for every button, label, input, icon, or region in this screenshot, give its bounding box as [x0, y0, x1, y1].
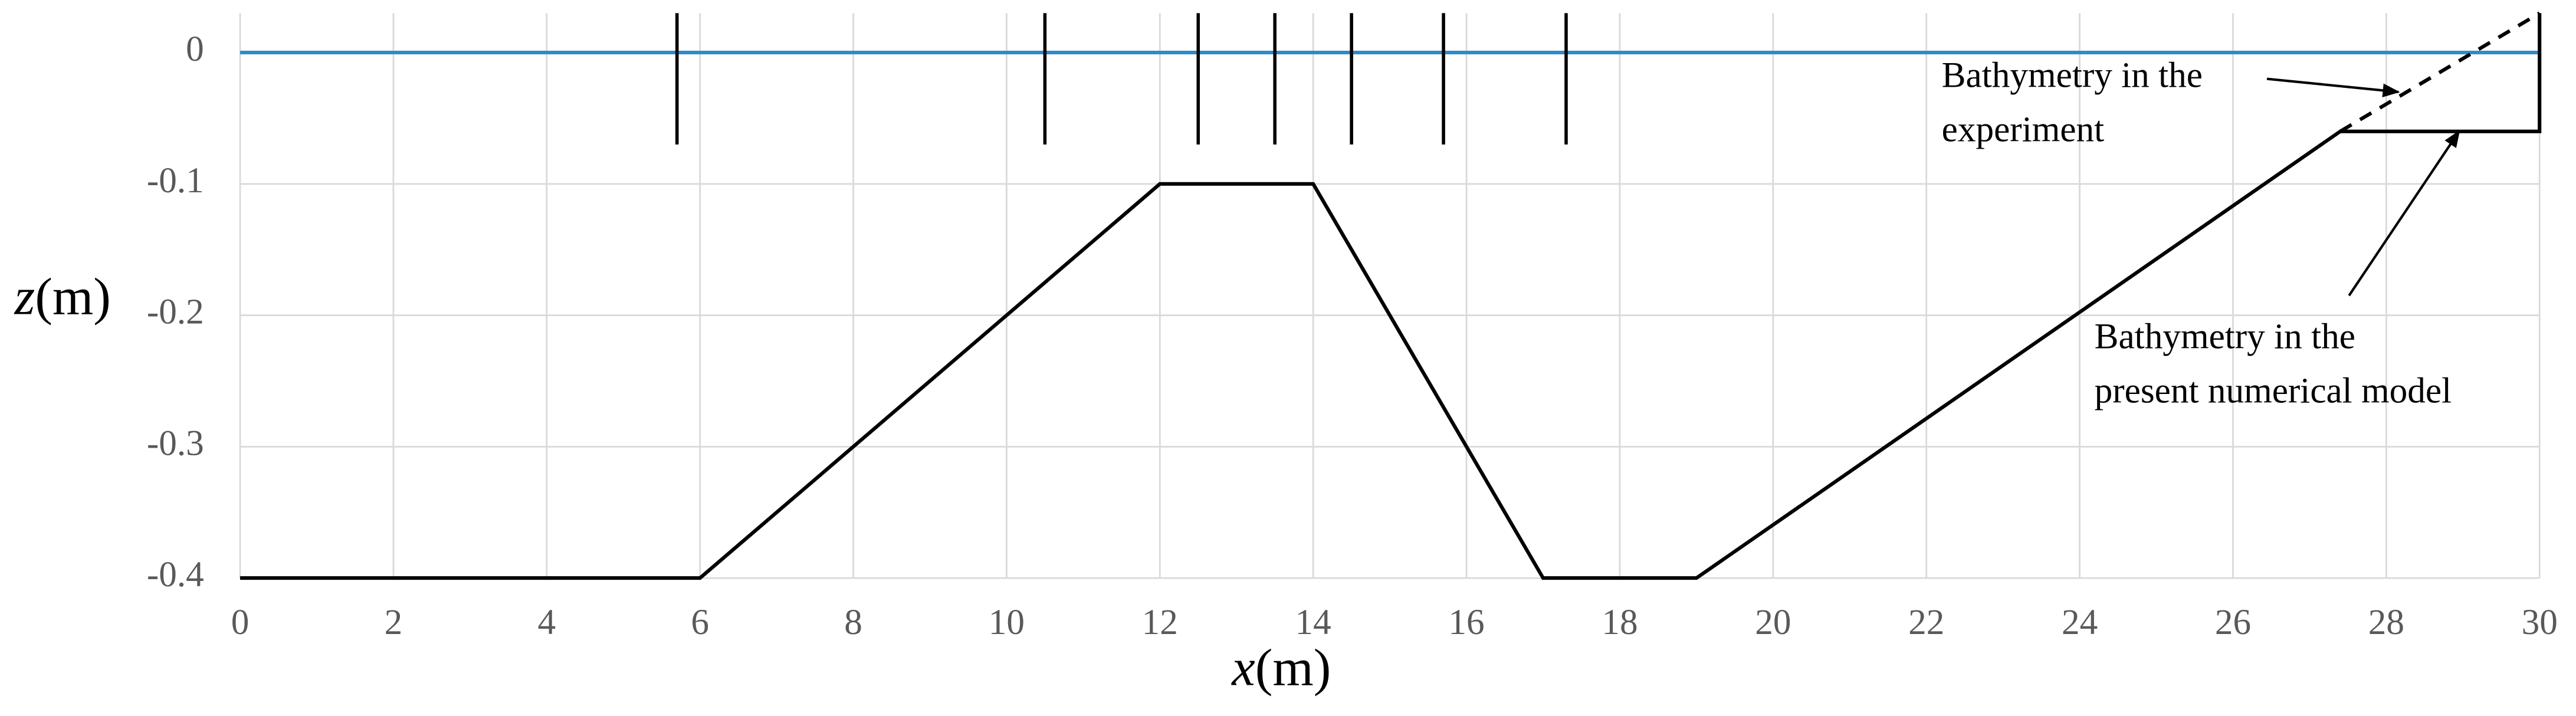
x-axis-label: x(m) — [1230, 639, 1331, 697]
annotation-text: present numerical model — [2095, 370, 2452, 410]
x-tick-label: 4 — [537, 602, 556, 642]
x-tick-label: 30 — [2522, 602, 2558, 642]
y-tick-label: -0.3 — [147, 423, 204, 463]
series-line — [240, 13, 2542, 580]
x-tick-label: 16 — [1448, 602, 1484, 642]
y-tick-label: -0.1 — [147, 160, 204, 201]
y-tick-label: -0.4 — [147, 554, 204, 595]
y-tick-label: -0.2 — [147, 292, 204, 332]
y-label-var: z — [14, 268, 35, 326]
y-tick-label: 0 — [186, 29, 204, 69]
x-tick-label: 6 — [691, 602, 709, 642]
x-tick-label: 22 — [1908, 602, 1944, 642]
x-tick-label: 24 — [2062, 602, 2098, 642]
x-label-var: x — [1230, 639, 1255, 697]
x-tick-label: 10 — [989, 602, 1025, 642]
x-tick-label: 20 — [1755, 602, 1791, 642]
x-tick-label: 18 — [1602, 602, 1638, 642]
annotation-text: Bathymetry in the — [2095, 316, 2355, 356]
x-tick-label: 14 — [1295, 602, 1331, 642]
annotation-arrow — [2266, 77, 2400, 97]
x-tick-label: 2 — [385, 602, 403, 642]
x-tick-label: 28 — [2368, 602, 2404, 642]
annotation-text: Bathymetry in the — [1942, 55, 2203, 96]
x-label-unit: (m) — [1255, 639, 1331, 697]
x-tick-label: 8 — [844, 602, 862, 642]
y-label-unit: (m) — [35, 268, 111, 326]
x-tick-label: 0 — [231, 602, 250, 642]
x-tick-label: 26 — [2215, 602, 2251, 642]
y-axis-label: z(m) — [14, 268, 111, 326]
annotation-arrow — [2348, 130, 2460, 297]
series-line — [2339, 11, 2541, 133]
annotation-text: experiment — [1942, 110, 2105, 150]
x-tick-label: 12 — [1142, 602, 1178, 642]
